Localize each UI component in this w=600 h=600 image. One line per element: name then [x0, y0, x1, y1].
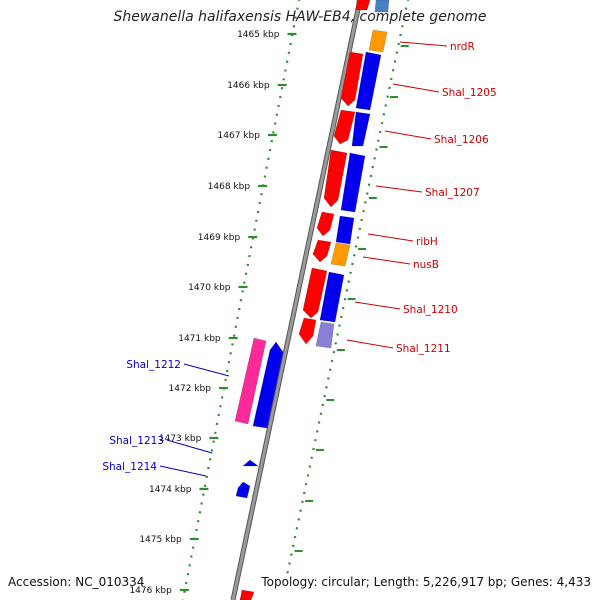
ruler-tick-label: 1476 kbp [129, 586, 172, 596]
gene-label-leader [346, 339, 394, 349]
gene-feature-nrdR [368, 29, 388, 53]
gene-label-Shal_1210: Shal_1210 [403, 304, 458, 316]
gene-label-nusB: nusB [413, 259, 439, 271]
gene-label-leader [384, 130, 432, 140]
gene-label-Shal_1214: Shal_1214 [102, 461, 157, 473]
gene-feature-Shal_1205 [340, 51, 364, 107]
gene-feature-Shal_1210 [302, 267, 328, 319]
gene-label-Shal_1205: Shal_1205 [442, 87, 497, 99]
gene-feature-Shal_1205-b [355, 51, 382, 111]
gene-feature-Shal_1213 [242, 459, 259, 467]
ruler-tick-label: 1467 kbp [218, 131, 261, 141]
gene-feature-ribH [316, 211, 335, 237]
accession-label: Accession: NC_010334 [8, 575, 145, 589]
gene-feature-Shal_1211 [315, 321, 335, 349]
ruler-tick-label: 1469 kbp [198, 233, 241, 243]
gene-label-leader [399, 41, 448, 47]
ruler-tick-label: 1465 kbp [237, 30, 280, 40]
gene-feature [374, 0, 390, 13]
gene-label-leader [183, 363, 230, 377]
gene-label-Shal_1206: Shal_1206 [434, 134, 489, 146]
gene-feature-Shal_1207 [323, 149, 348, 208]
gene-label-Shal_1213: Shal_1213 [109, 435, 164, 447]
gene-label-leader [166, 439, 213, 454]
gene-feature-Shal_1214 [235, 481, 251, 499]
gene-label-leader [362, 256, 411, 265]
ruler-dotted-line [181, 0, 301, 600]
backbone [230, 0, 363, 600]
gene-feature-Shal_1211 [298, 317, 317, 345]
ruler-tick-label: 1466 kbp [227, 81, 270, 91]
gene-label-leader [354, 301, 401, 310]
ruler-tick-label: 1474 kbp [149, 485, 192, 495]
ruler-dotted-line-outer [284, 0, 410, 581]
gene-feature-ribH-b [335, 215, 355, 245]
genome-summary: Topology: circular; Length: 5,226,917 bp… [261, 575, 591, 589]
gene-feature [355, 0, 371, 11]
gene-feature-nusB-a [312, 239, 332, 263]
gene-label-leader [392, 83, 440, 93]
ruler-tick-label: 1470 kbp [188, 283, 231, 293]
kbp-ruler: 1465 kbp 1466 kbp 1467 kbp 1468 kbp 1469 kbp… [129, 0, 410, 600]
gene-features [234, 0, 390, 600]
gene-label-leader [159, 465, 207, 477]
map-title: Shewanella halifaxensis HAW-EB4, complet… [113, 9, 487, 25]
gene-label-leader [375, 185, 423, 193]
gene-feature-Shal_1212 [234, 337, 267, 425]
gene-label-Shal_1207: Shal_1207 [425, 187, 480, 199]
gene-feature-Shal_1206 [333, 109, 356, 145]
gene-feature-nusB [330, 242, 351, 267]
gene-feature-Shal_1207-b [340, 152, 366, 213]
gene-label-Shal_1212: Shal_1212 [126, 359, 181, 371]
gene-feature-Shal_1206-b [351, 111, 371, 147]
ruler-tick-label: 1472 kbp [169, 384, 212, 394]
backbone-line [231, 0, 362, 600]
gene-label-Shal_1211: Shal_1211 [396, 343, 451, 355]
gene-feature-Shal_1210-b [319, 271, 345, 323]
ruler-tick-label: 1475 kbp [139, 535, 182, 545]
ruler-tick-label: 1473 kbp [159, 434, 202, 444]
gene-label-ribH: ribH [416, 236, 438, 248]
gene-feature [239, 589, 255, 600]
gene-feature-Shal_1212-b [252, 341, 284, 429]
ruler-tick-label: 1471 kbp [178, 334, 221, 344]
gene-label-nrdR: nrdR [450, 41, 475, 53]
gene-label-leader [367, 233, 414, 242]
gene-labels: nrdR Shal_1205 Shal_1206 Shal_1207 ribH nusB S… [102, 41, 497, 477]
ruler-tick-label: 1468 kbp [208, 182, 251, 192]
